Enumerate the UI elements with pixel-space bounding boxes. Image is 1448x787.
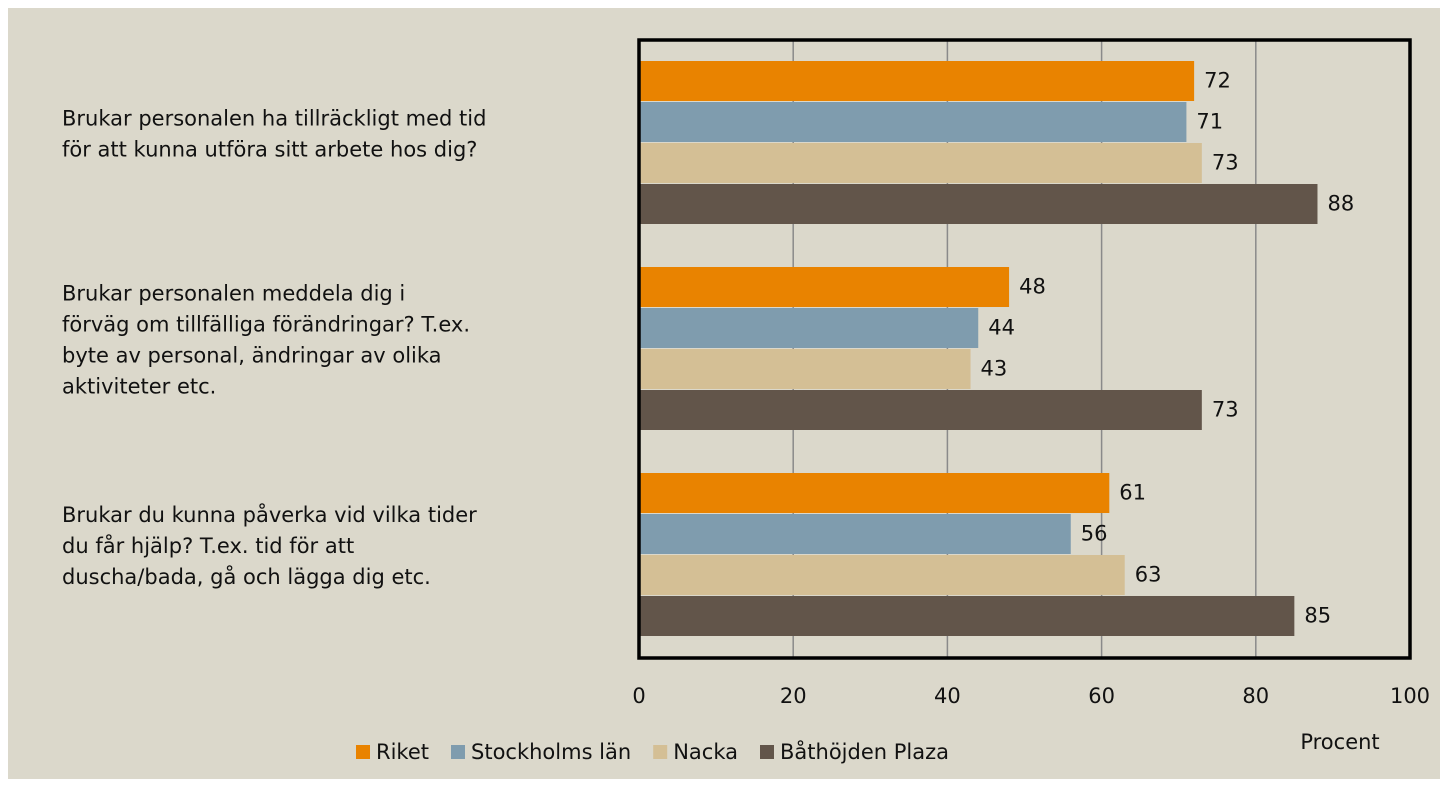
x-tick-label: 100 — [1390, 684, 1430, 708]
bar — [639, 267, 1010, 307]
value-label: 61 — [1119, 481, 1146, 505]
bar — [639, 390, 1202, 430]
legend-swatch — [653, 745, 668, 759]
legend-label: Båthöjden Plaza — [780, 739, 949, 764]
x-tick-label: 60 — [1088, 684, 1115, 708]
category-label: aktiviteter etc. — [62, 375, 216, 399]
value-label: 48 — [1019, 275, 1046, 299]
legend-swatch — [451, 745, 465, 759]
x-tick-label: 40 — [934, 684, 961, 708]
category-label: Brukar personalen ha tillräckligt med ti… — [62, 107, 486, 131]
value-label: 72 — [1204, 69, 1231, 93]
bar — [639, 473, 1110, 513]
legend-label: Nacka — [673, 740, 738, 764]
value-label: 44 — [988, 316, 1015, 340]
x-tick-label: 80 — [1242, 684, 1269, 708]
value-label: 56 — [1081, 522, 1108, 546]
value-label: 73 — [1212, 398, 1239, 422]
legend-swatch — [356, 745, 370, 759]
category-label: du får hjälp? T.ex. tid för att — [62, 533, 354, 558]
bar — [639, 61, 1195, 101]
category-label: för att kunna utföra sitt arbete hos dig… — [62, 138, 477, 162]
category-label: Brukar personalen meddela dig i — [62, 282, 405, 306]
value-label: 85 — [1304, 604, 1331, 628]
bar — [639, 184, 1318, 224]
plot-frame — [637, 38, 1412, 660]
value-label: 88 — [1327, 192, 1354, 216]
category-label: duscha/bada, gå och lägga dig etc. — [62, 564, 431, 589]
bar — [639, 596, 1295, 636]
value-label: 71 — [1196, 110, 1223, 134]
category-label: Brukar du kunna påverka vid vilka tider — [62, 502, 477, 527]
x-tick-label: 20 — [780, 684, 807, 708]
category-label: förväg om tillfälliga förändringar? T.ex… — [62, 313, 470, 337]
bar — [639, 308, 979, 348]
x-axis-label: Procent — [1300, 730, 1379, 754]
value-label: 63 — [1135, 563, 1162, 587]
bar — [639, 349, 971, 389]
legend-label: Stockholms län — [471, 740, 631, 764]
bar — [639, 555, 1125, 595]
value-label: 43 — [981, 357, 1008, 381]
bar — [639, 143, 1202, 183]
bar — [639, 102, 1187, 142]
legend-label: Riket — [376, 740, 429, 764]
category-label: byte av personal, ändringar av olika — [62, 344, 442, 368]
x-tick-label: 0 — [632, 684, 645, 708]
bar — [639, 514, 1071, 554]
legend-swatch — [760, 745, 774, 759]
value-label: 73 — [1212, 151, 1239, 175]
